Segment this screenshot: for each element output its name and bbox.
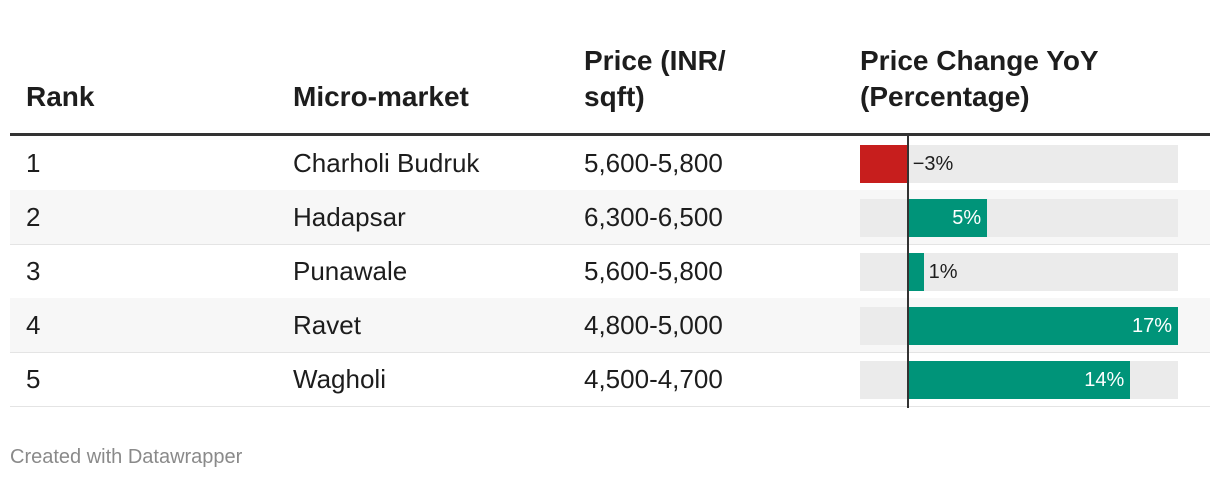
price-change-label: 5% <box>952 207 982 229</box>
table-row: 2 Hadapsar 6,300-6,500 5% <box>10 190 1210 245</box>
bar-track: 1% <box>860 253 1178 291</box>
header-price: Price (INR/ sqft) <box>584 45 726 112</box>
header-price-change: Price Change YoY (Percentage) <box>860 45 1099 112</box>
price-cell: 6,300-6,500 <box>584 202 723 232</box>
price-change-bar <box>907 361 1131 399</box>
price-change-label: 1% <box>928 261 958 283</box>
micro-market-cell: Hadapsar <box>293 202 406 232</box>
micro-market-cell: Punawale <box>293 256 408 286</box>
header-micro-market: Micro-market <box>293 81 469 112</box>
rank-cell: 1 <box>26 148 41 178</box>
rank-cell: 4 <box>26 310 41 340</box>
header-rank: Rank <box>26 81 95 112</box>
price-cell: 4,800-5,000 <box>584 310 723 340</box>
zero-axis-line <box>906 136 909 408</box>
bar-track: 14% <box>860 361 1178 399</box>
price-cell: 4,500-4,700 <box>584 364 723 394</box>
table-row: 3 Punawale 5,600-5,800 1% <box>10 244 1210 299</box>
micro-market-cell: Charholi Budruk <box>293 148 480 178</box>
attribution-footer: Created with Datawrapper <box>10 446 243 468</box>
price-cell: 5,600-5,800 <box>584 256 723 286</box>
micro-market-cell: Wagholi <box>293 364 386 394</box>
price-change-bar <box>907 199 988 237</box>
rank-cell: 5 <box>26 364 41 394</box>
rank-cell: 3 <box>26 256 41 286</box>
price-change-label: 17% <box>1131 315 1172 337</box>
bar-track: 17% <box>860 307 1178 345</box>
micro-market-cell: Ravet <box>293 310 361 340</box>
table-header: Rank Micro-market Price (INR/ sqft) Pric… <box>10 0 1210 136</box>
bar-track: 5% <box>860 199 1178 237</box>
price-change-bar <box>860 145 908 183</box>
rank-cell: 2 <box>26 202 41 232</box>
bar-track: −3% <box>860 145 1178 183</box>
price-change-bar <box>907 253 924 291</box>
table-row: 4 Ravet 4,800-5,000 17% <box>10 298 1210 353</box>
price-change-bar <box>907 307 1178 345</box>
table-row: 1 Charholi Budruk 5,600-5,800 −3% <box>10 136 1210 191</box>
price-change-label: −3% <box>912 153 954 175</box>
price-cell: 5,600-5,800 <box>584 148 723 178</box>
table-row: 5 Wagholi 4,500-4,700 14% <box>10 352 1210 407</box>
price-change-table: Rank Micro-market Price (INR/ sqft) Pric… <box>10 0 1210 482</box>
price-change-label: 14% <box>1084 369 1125 391</box>
